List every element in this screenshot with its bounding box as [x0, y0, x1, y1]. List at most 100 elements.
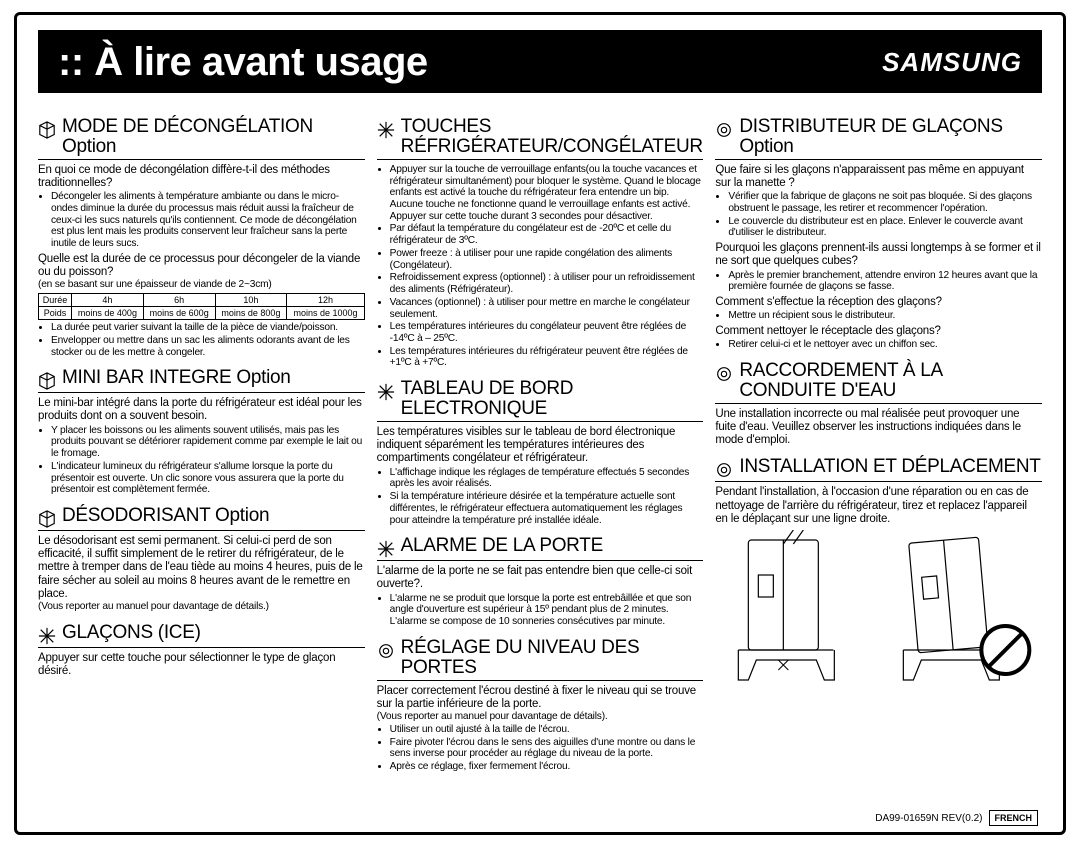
list-item: Envelopper ou mettre dans un sac les ali…: [51, 335, 365, 358]
column-3: DISTRIBUTEUR DE GLAÇONS Option Que faire…: [715, 107, 1042, 776]
heading-door-alarm: ALARME DE LA PORTE: [377, 536, 704, 558]
door-level-list: Utiliser un outil ajusté à la taille de …: [377, 724, 704, 773]
heading-text: DISTRIBUTEUR DE GLAÇONS Option: [739, 117, 1042, 157]
heading-text: DÉSODORISANT Option: [62, 506, 269, 526]
list-item: Par défaut la température du congélateur…: [390, 223, 704, 246]
table-row: Durée 4h 6h 10h 12h: [39, 294, 365, 307]
list-item: Les températures intérieures du congélat…: [390, 321, 704, 344]
gear-icon: [715, 461, 733, 479]
doc-id: DA99-01659N REV(0.2): [875, 813, 982, 824]
column-1: MODE DE DÉCONGÉLATION Option En quoi ce …: [38, 107, 365, 776]
table-cell: moins de 600g: [143, 307, 215, 320]
cube-icon: [38, 372, 56, 390]
snowflake-icon: [377, 383, 395, 401]
list-item: Le couvercle du distributeur est en plac…: [728, 216, 1042, 239]
list-item: Vacances (optionnel) : à utiliser pour m…: [390, 297, 704, 320]
list-item: La durée peut varier suivant la taille d…: [51, 322, 365, 334]
table-cell: 12h: [287, 294, 364, 307]
door-level-p2: (Vous reporter au manuel pour davantage …: [377, 711, 704, 723]
minibar-p1: Le mini-bar intégré dans la porte du réf…: [38, 397, 365, 423]
water-p1: Une installation incorrecte ou mal réali…: [715, 408, 1042, 448]
minibar-list: Y placer les boissons ou les aliments so…: [38, 425, 365, 496]
installation-p1: Pendant l'installation, à l'occasion d'u…: [715, 486, 1042, 526]
list-item: Après le premier branchement, attendre e…: [728, 270, 1042, 293]
table-cell: 4h: [72, 294, 144, 307]
list-item: Après ce réglage, fixer fermement l'écro…: [390, 761, 704, 773]
divider: [377, 560, 704, 561]
page-title: :: À lire avant usage: [58, 40, 428, 85]
heading-deodorizer: DÉSODORISANT Option: [38, 506, 365, 528]
deodorizer-p1: Le désodorisant est semi permanent. Si c…: [38, 535, 365, 601]
heading-door-level: RÉGLAGE DU NIVEAU DES PORTES: [377, 638, 704, 678]
divider: [715, 403, 1042, 404]
table-cell: moins de 400g: [72, 307, 144, 320]
heading-text: RÉGLAGE DU NIVEAU DES PORTES: [401, 638, 704, 678]
table-cell: Durée: [39, 294, 72, 307]
snowflake-icon: [377, 121, 395, 139]
divider: [715, 159, 1042, 160]
heading-text: RACCORDEMENT À LA CONDUITE D'EAU: [739, 361, 1042, 401]
list-item: Les températures intérieures du réfrigér…: [390, 346, 704, 369]
list-item: Y placer les boissons ou les aliments so…: [51, 425, 365, 460]
heading-ice: GLAÇONS (ICE): [38, 623, 365, 645]
divider: [377, 421, 704, 422]
divider: [38, 392, 365, 393]
table-cell: 10h: [215, 294, 287, 307]
door-alarm-list: L'alarme ne se produit que lorsque la po…: [377, 593, 704, 628]
heading-dashboard: TABLEAU DE BORD ELECTRONIQUE: [377, 379, 704, 419]
defrost-duration-table: Durée 4h 6h 10h 12h Poids moins de 400g …: [38, 293, 365, 320]
heading-text: TOUCHES RÉFRIGÉRATEUR/CONGÉLATEUR: [401, 117, 704, 157]
defrost-q1: En quoi ce mode de décongélation diffère…: [38, 164, 365, 190]
defrost-q2-note: (en se basant sur une épaisseur de viand…: [38, 279, 365, 291]
divider: [377, 159, 704, 160]
fridge-buttons-list: Appuyer sur la touche de verrouillage en…: [377, 164, 704, 369]
table-cell: 6h: [143, 294, 215, 307]
table-cell: Poids: [39, 307, 72, 320]
cube-icon: [38, 121, 56, 139]
gear-icon: [377, 642, 395, 660]
brand-logo: SAMSUNG: [882, 47, 1022, 78]
door-alarm-p1: L'alarme de la porte ne se fait pas ente…: [377, 565, 704, 591]
table-row: Poids moins de 400g moins de 600g moins …: [39, 307, 365, 320]
gear-icon: [715, 365, 733, 383]
heading-text: ALARME DE LA PORTE: [401, 536, 603, 556]
installation-diagram: [715, 530, 1042, 695]
list-item: Appuyer sur la touche de verrouillage en…: [390, 164, 704, 223]
heading-minibar: MINI BAR INTEGRE Option: [38, 368, 365, 390]
dashboard-p1: Les températures visibles sur le tableau…: [377, 426, 704, 466]
divider: [38, 647, 365, 648]
snowflake-icon: [377, 540, 395, 558]
heading-ice-dispenser: DISTRIBUTEUR DE GLAÇONS Option: [715, 117, 1042, 157]
dispenser-list2: Après le premier branchement, attendre e…: [715, 270, 1042, 293]
dashboard-list: L'affichage indique les réglages de temp…: [377, 467, 704, 527]
list-item: Refroidissement express (optionnel) : à …: [390, 272, 704, 295]
dispenser-q4: Comment nettoyer le réceptacle des glaço…: [715, 325, 1042, 338]
heading-installation: INSTALLATION ET DÉPLACEMENT: [715, 457, 1042, 479]
list-item: Décongeler les aliments à température am…: [51, 191, 365, 250]
divider: [715, 481, 1042, 482]
ice-p1: Appuyer sur cette touche pour sélectionn…: [38, 652, 365, 678]
snowflake-icon: [38, 627, 56, 645]
dispenser-list1: Vérifier que la fabrique de glaçons ne s…: [715, 191, 1042, 239]
heading-text: MINI BAR INTEGRE Option: [62, 368, 291, 388]
heading-text: GLAÇONS (ICE): [62, 623, 201, 643]
divider: [377, 680, 704, 681]
heading-text: TABLEAU DE BORD ELECTRONIQUE: [401, 379, 704, 419]
header-band: :: À lire avant usage SAMSUNG: [38, 30, 1042, 93]
list-item: Mettre un récipient sous le distributeur…: [728, 310, 1042, 322]
defrost-list2: La durée peut varier suivant la taille d…: [38, 322, 365, 358]
dispenser-list4: Retirer celui-ci et le nettoyer avec un …: [715, 339, 1042, 351]
heading-text: INSTALLATION ET DÉPLACEMENT: [739, 457, 1040, 477]
list-item: L'indicateur lumineux du réfrigérateur s…: [51, 461, 365, 496]
list-item: L'alarme ne se produit que lorsque la po…: [390, 593, 704, 628]
column-2: TOUCHES RÉFRIGÉRATEUR/CONGÉLATEUR Appuye…: [377, 107, 704, 776]
content-columns: MODE DE DÉCONGÉLATION Option En quoi ce …: [38, 107, 1042, 776]
list-item: Faire pivoter l'écrou dans le sens des a…: [390, 737, 704, 760]
heading-defrost-mode: MODE DE DÉCONGÉLATION Option: [38, 117, 365, 157]
table-cell: moins de 800g: [215, 307, 287, 320]
gear-icon: [715, 121, 733, 139]
divider: [38, 530, 365, 531]
table-cell: moins de 1000g: [287, 307, 364, 320]
dispenser-q1: Que faire si les glaçons n'apparaissent …: [715, 164, 1042, 190]
divider: [38, 159, 365, 160]
